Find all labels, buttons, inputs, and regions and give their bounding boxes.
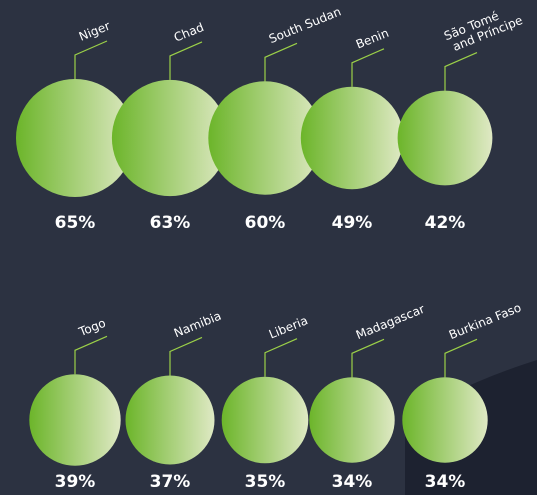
bubble-niger xyxy=(16,79,134,197)
value-label-sao-tome-and-principe: 42% xyxy=(425,213,466,233)
leader-line-south-sudan xyxy=(264,42,298,82)
country-label-namibia: Namibia xyxy=(172,309,223,341)
leader-line-chad xyxy=(169,41,203,80)
bubble-madagascar xyxy=(309,377,395,463)
country-label-burkina-faso: Burkina Faso xyxy=(447,300,523,342)
bubble-chad xyxy=(111,79,229,197)
country-label-togo: Togo xyxy=(76,316,108,340)
value-label-benin: 49% xyxy=(332,213,373,233)
bubble-benin xyxy=(300,86,404,190)
leader-line-burkina-faso xyxy=(444,338,478,378)
leader-line-togo xyxy=(74,335,108,375)
value-label-madagascar: 34% xyxy=(332,472,373,492)
country-label-chad: Chad xyxy=(172,20,206,45)
country-label-niger: Niger xyxy=(77,19,112,44)
bubble-liberia xyxy=(221,376,309,464)
leader-line-niger xyxy=(74,40,108,79)
leader-line-liberia xyxy=(264,338,298,377)
value-label-south-sudan: 60% xyxy=(245,213,286,233)
bubble-namibia xyxy=(125,375,215,465)
country-label-south-sudan: South Sudan xyxy=(267,4,343,46)
country-label-sao-tome-and-principe: São Toméand Príncipe xyxy=(442,1,525,55)
value-label-niger: 65% xyxy=(55,213,96,233)
value-label-togo: 39% xyxy=(55,472,96,492)
leader-line-namibia xyxy=(169,336,203,376)
country-label-benin: Benin xyxy=(354,26,391,52)
country-label-madagascar: Madagascar xyxy=(354,302,427,342)
leader-line-madagascar xyxy=(351,338,385,378)
country-label-liberia: Liberia xyxy=(267,313,310,341)
value-label-namibia: 37% xyxy=(150,472,191,492)
leader-line-benin xyxy=(351,48,385,87)
bubble-south-sudan xyxy=(208,81,322,195)
leader-line-sao-tome-and-principe xyxy=(444,52,478,91)
bubble-togo xyxy=(29,374,121,466)
value-label-burkina-faso: 34% xyxy=(425,472,466,492)
bubble-burkina-faso xyxy=(402,377,488,463)
value-label-chad: 63% xyxy=(150,213,191,233)
value-label-liberia: 35% xyxy=(245,472,286,492)
bubble-sao-tome-and-principe xyxy=(397,90,493,186)
